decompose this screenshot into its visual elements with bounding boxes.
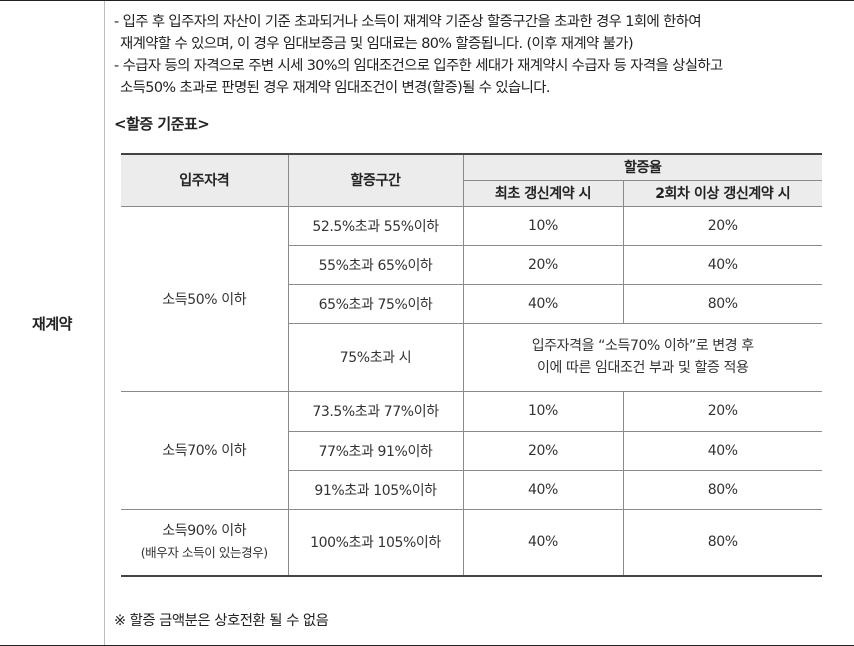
section-label: 재계약 <box>32 314 72 333</box>
table-row: 소득90% 이하 (배우자 소득이 있는경우) 100%초과 105%이하 40… <box>121 508 822 577</box>
table-row: 75%초과 시 입주자격을 “소득70% 이하”로 변경 후 이에 따른 임대조… <box>121 322 822 392</box>
header-qualification: 입주자격 <box>121 153 289 207</box>
qualification-cell: 소득70% 이하 <box>121 390 289 510</box>
range-cell: 65%초과 75%이하 <box>287 283 464 324</box>
table-title: <할증 기준표> <box>114 115 210 133</box>
second-rate-cell: 40% <box>622 244 822 285</box>
header-rate: 할증율 <box>462 153 822 181</box>
qualification-cell: 소득50% 이하 <box>121 205 289 392</box>
second-rate-cell: 40% <box>622 430 822 471</box>
first-rate-cell: 10% <box>462 205 624 246</box>
range-cell: 52.5%초과 55%이하 <box>287 205 464 246</box>
header-second-renewal: 2회차 이상 갱신계약 시 <box>622 179 822 207</box>
section-content: - 입주 후 입주자의 자산이 기준 초과되거나 소득이 재계약 기준상 할증구… <box>114 11 850 134</box>
note-line-2: 이에 따른 임대조건 부과 및 할증 적용 <box>536 360 749 376</box>
qualification-label: 소득90% 이하 <box>162 523 247 540</box>
second-rate-cell: 80% <box>622 508 822 577</box>
range-cell: 100%초과 105%이하 <box>287 508 464 577</box>
table-row: 소득50% 이하 52.5%초과 55%이하 10% 20% <box>121 205 822 392</box>
section-label-cell: 재계약 <box>0 1 105 645</box>
range-cell: 75%초과 시 <box>287 322 464 392</box>
header-range: 할증구간 <box>287 153 464 207</box>
table-row: 91%초과 105%이하 40% 80% <box>121 469 822 510</box>
bullet-line-3: - 수급자 등의 자격으로 주변 시세 30%의 임대조건으로 입주한 세대가 … <box>114 58 723 74</box>
qualification-sublabel: (배우자 소득이 있는경우) <box>140 545 269 561</box>
surcharge-table: 입주자격 할증구간 할증율 최초 갱신계약 시 2회차 이상 갱신계약 시 소득… <box>121 153 822 577</box>
table-row: 소득70% 이하 73.5%초과 77%이하 10% 20% <box>121 390 822 510</box>
range-cell: 73.5%초과 77%이하 <box>287 390 464 432</box>
bullet-line-4: 소득50% 초과로 판명된 경우 재계약 임대조건이 변경(할증)될 수 있습니… <box>120 80 550 96</box>
range-cell: 91%초과 105%이하 <box>287 469 464 510</box>
bullet-line-1: - 입주 후 입주자의 자산이 기준 초과되거나 소득이 재계약 기준상 할증구… <box>114 14 702 30</box>
bullet-line-2: 재계약할 수 있으며, 이 경우 임대보증금 및 임대료는 80% 할증됩니다.… <box>120 36 634 52</box>
note-line-1: 입주자격을 “소득70% 이하”로 변경 후 <box>531 338 754 354</box>
range-cell: 55%초과 65%이하 <box>287 244 464 285</box>
second-rate-cell: 20% <box>622 205 822 246</box>
second-rate-cell: 80% <box>622 283 822 324</box>
note-cell: 입주자격을 “소득70% 이하”로 변경 후 이에 따른 임대조건 부과 및 할… <box>462 322 822 392</box>
second-rate-cell: 20% <box>622 390 822 432</box>
table-row: 77%초과 91%이하 20% 40% <box>121 430 822 471</box>
first-rate-cell: 10% <box>462 390 624 432</box>
qualification-label: 소득50% 이하 <box>162 291 247 308</box>
first-rate-cell: 40% <box>462 469 624 510</box>
footnote: ※ 할증 금액분은 상호전환 될 수 없음 <box>114 613 329 629</box>
first-rate-cell: 40% <box>462 283 624 324</box>
range-cell: 77%초과 91%이하 <box>287 430 464 471</box>
second-rate-cell: 80% <box>622 469 822 510</box>
qualification-label: 소득70% 이하 <box>162 443 247 459</box>
first-rate-cell: 40% <box>462 508 624 577</box>
header-first-renewal: 최초 갱신계약 시 <box>463 179 624 207</box>
first-rate-cell: 20% <box>462 244 624 285</box>
qualification-cell: 소득90% 이하 (배우자 소득이 있는경우) <box>121 508 289 577</box>
first-rate-cell: 20% <box>462 430 624 471</box>
